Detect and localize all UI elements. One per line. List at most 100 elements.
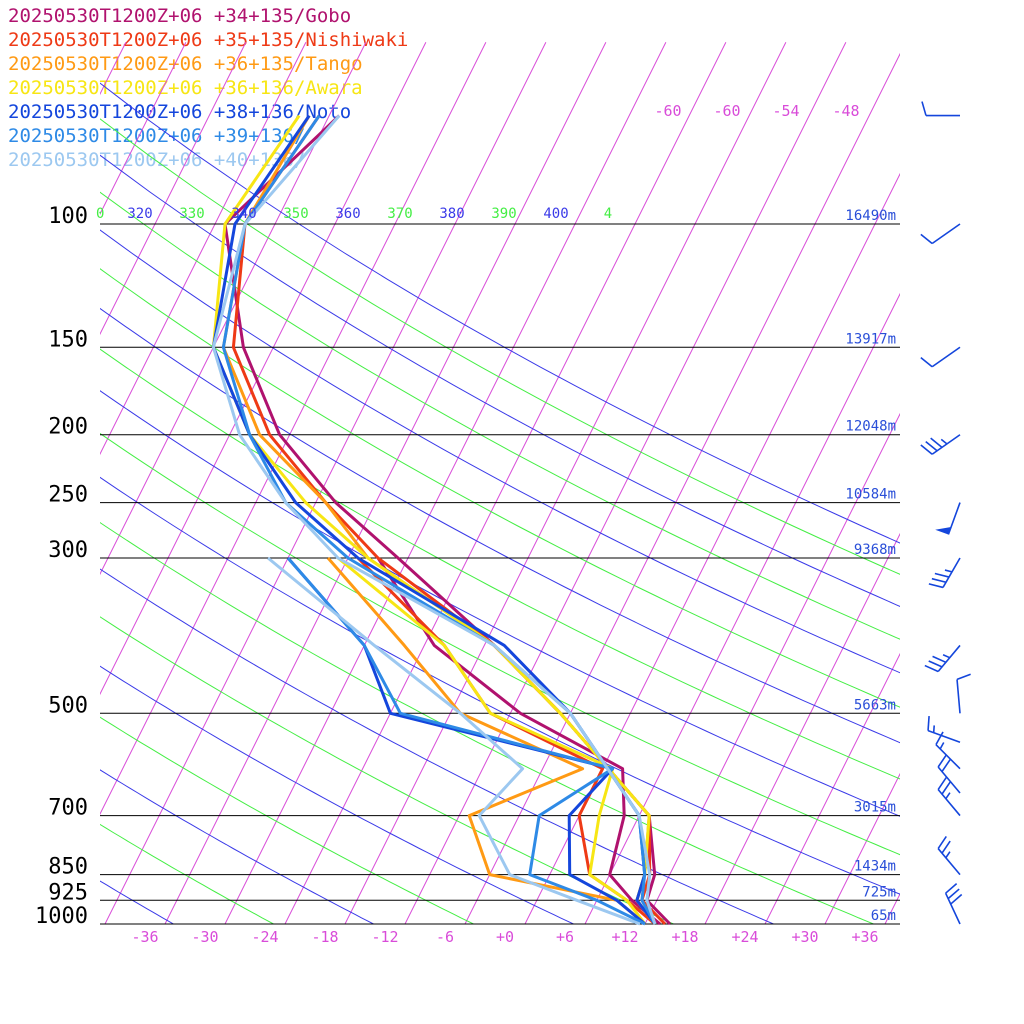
- wind-barb-full: [937, 836, 947, 849]
- wind-barb: [937, 836, 961, 876]
- isotherm-line: [164, 42, 607, 924]
- height-label: 16490m: [845, 208, 896, 224]
- wind-barb: [928, 557, 961, 589]
- wind-barb-full: [932, 655, 947, 664]
- pressure-label: 850: [48, 855, 88, 880]
- isotherm-line: [344, 42, 787, 924]
- isotherm-line: [100, 42, 307, 456]
- isotherm-line: [584, 292, 900, 924]
- dewpoint-line: [337, 556, 647, 925]
- temperature-tick-label: +24: [731, 928, 758, 946]
- theta-label: 0: [96, 206, 104, 222]
- wind-barb-full: [920, 233, 933, 245]
- wind-barb-staff: [937, 644, 961, 673]
- theta-label: 380: [439, 206, 464, 222]
- temperature-tick-label: -18: [311, 928, 338, 946]
- temperature-tick-label: +30: [791, 928, 818, 946]
- wind-barb-half: [942, 654, 951, 659]
- temperature-line: [211, 114, 657, 925]
- isotherm-line: [404, 42, 847, 924]
- pressure-label: 100: [48, 204, 88, 229]
- wind-barb: [920, 223, 961, 245]
- theta-label: 400: [543, 206, 568, 222]
- dry-adiabat-line: [100, 568, 775, 924]
- wind-barb-full: [935, 731, 944, 746]
- dry-adiabat-line: [100, 432, 900, 856]
- isotherm-line: [764, 652, 900, 924]
- height-label: 12048m: [845, 419, 896, 435]
- pressure-label: 925: [48, 880, 88, 905]
- wind-barb: [920, 434, 961, 455]
- sounding-series: [211, 114, 672, 926]
- temperature-tick-label: -36: [131, 928, 158, 946]
- temperature-tick-label: -12: [371, 928, 398, 946]
- wind-barb-half: [945, 792, 951, 800]
- wind-barb-half: [944, 569, 953, 573]
- wind-barb-staff: [937, 766, 961, 794]
- wind-barb-half: [945, 851, 951, 859]
- temperature-line: [211, 114, 657, 925]
- isotherm-line: [1005, 42, 1024, 924]
- theta-label: 4: [604, 206, 612, 222]
- legend: 20250530T1200Z+06 +34+135/Gobo 20250530T…: [8, 4, 408, 172]
- temperature-tick-label: -6: [436, 928, 454, 946]
- wind-barb-full: [956, 673, 971, 681]
- wind-barb: [924, 644, 961, 673]
- wind-barb-staff: [931, 346, 961, 368]
- temperature-tick-label-upper: -48: [832, 102, 859, 120]
- dry-adiabat-line: [100, 348, 900, 780]
- theta-label: 340: [231, 206, 256, 222]
- temperature-tick-label: -30: [191, 928, 218, 946]
- wind-barb: [935, 731, 961, 770]
- theta-label: 390: [491, 206, 516, 222]
- dry-adiabat-line: [100, 476, 900, 895]
- isotherm-line: [704, 532, 900, 924]
- wind-barb-full: [928, 660, 943, 668]
- isotherm-lines: [0, 42, 1024, 924]
- theta-label: 370: [387, 206, 412, 222]
- isotherm-line: [824, 772, 900, 924]
- temperature-tick-label-upper: -60: [713, 102, 740, 120]
- temperature-tick-label: -24: [251, 928, 278, 946]
- wind-barb-full: [921, 101, 927, 116]
- dewpoint-line: [286, 557, 646, 926]
- wind-barb-full: [950, 893, 963, 905]
- isobar-lines: [100, 223, 900, 925]
- isotherm-line: [0, 42, 6, 924]
- height-label: 65m: [871, 908, 896, 924]
- height-label: 10584m: [845, 487, 896, 503]
- wind-barb-staff: [931, 223, 961, 245]
- wind-barb-full: [928, 583, 944, 589]
- wind-barb-full: [941, 840, 951, 854]
- wind-barb: [944, 883, 963, 925]
- isotherm-line: [100, 42, 187, 216]
- pressure-label: 500: [48, 693, 88, 718]
- temperature-tick-label: +12: [611, 928, 638, 946]
- height-label: 9368m: [854, 542, 896, 558]
- dry-adiabat-line: [100, 769, 375, 924]
- temperature-tick-label-upper: -54: [772, 102, 799, 120]
- dry-adiabat-line: [100, 229, 900, 674]
- temperature-line: [221, 114, 657, 925]
- wind-barb-flag: [935, 526, 952, 535]
- wind-barb-staff: [942, 557, 961, 588]
- dry-adiabat-line: [100, 665, 575, 924]
- isotherm-line: [100, 42, 427, 696]
- height-label: 13917m: [845, 331, 896, 347]
- pressure-label: 150: [48, 327, 88, 352]
- wind-barb-full: [930, 437, 943, 448]
- temperature-tick-label: +6: [556, 928, 574, 946]
- dry-adiabat-line: [100, 716, 475, 924]
- dry-adiabat-line: [100, 268, 900, 708]
- wind-barb-full: [947, 888, 960, 900]
- isotherm-line: [100, 42, 367, 576]
- wind-barb-half: [939, 742, 945, 750]
- height-label: 1434m: [854, 859, 896, 875]
- dry-adiabat-line: [100, 191, 900, 640]
- wind-barb: [920, 346, 961, 368]
- wind-barb-full: [941, 781, 951, 795]
- wind-barb-staff: [927, 729, 961, 744]
- isotherm-line: [644, 412, 900, 924]
- dry-adiabat-line: [100, 521, 875, 924]
